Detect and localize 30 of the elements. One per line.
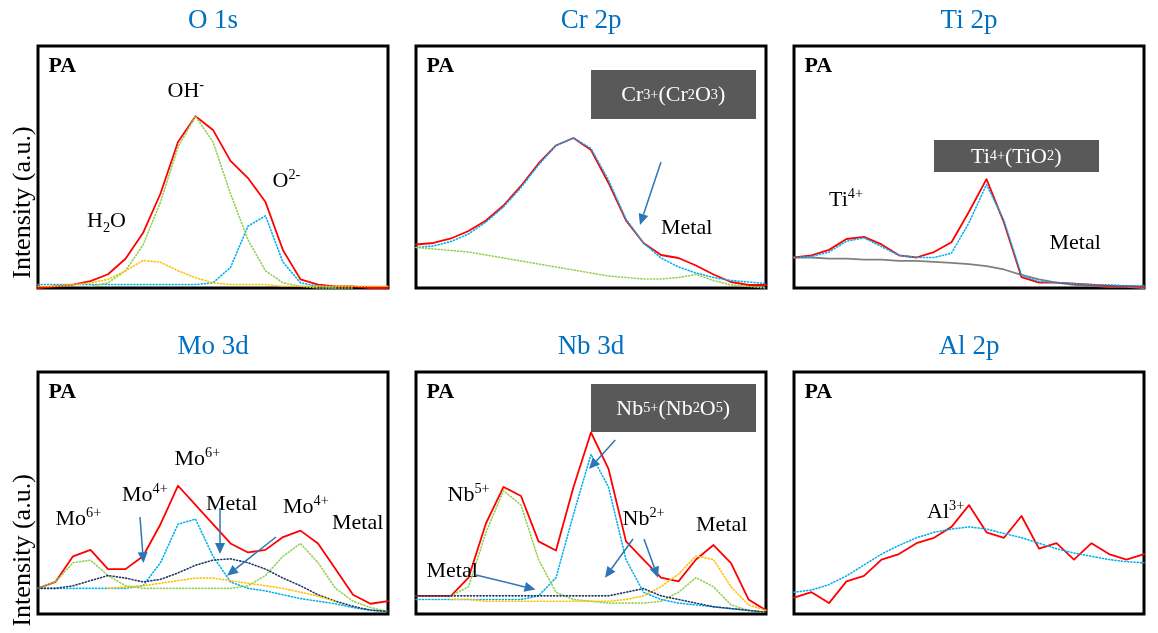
text: PA xyxy=(804,52,833,78)
chart-title: O 1s xyxy=(187,4,239,34)
annotation: Metal xyxy=(661,214,713,240)
annotation: Metal xyxy=(1049,228,1101,255)
text: PA xyxy=(804,378,833,404)
text: PA xyxy=(426,378,455,404)
annotation: Mo$^{4+}$ xyxy=(283,492,329,519)
y-axis-title: Intensity (a.u.) xyxy=(6,126,36,279)
annotation: Mo$^{4+}$ xyxy=(122,479,168,507)
annotation: Al$^{3+}$ xyxy=(927,496,965,524)
text: OH$^{-}$ xyxy=(167,76,205,103)
annotation: Metal xyxy=(332,508,384,535)
chart-title: Nb 3d xyxy=(557,330,625,360)
text: Mo$^{6+}$ xyxy=(174,443,221,471)
chart-title: Ti 2p xyxy=(940,4,998,34)
annotation: Nb$^{5+}$ xyxy=(447,479,490,507)
annotation: O$^{2-}$ xyxy=(272,166,301,193)
text: PA xyxy=(48,378,77,404)
annotation: Metal xyxy=(696,511,748,537)
text: PA xyxy=(48,52,77,78)
annotation: Mo$^{6+}$ xyxy=(55,504,102,531)
annotation: Ti$^{4+}$ xyxy=(829,185,863,212)
chart-title: Mo 3d xyxy=(177,330,250,360)
chart-title: Cr 2p xyxy=(560,4,622,34)
annotation: Metal xyxy=(206,489,258,515)
text: PA xyxy=(426,52,455,78)
chart-title: Al 2p xyxy=(938,330,1000,360)
y-axis-title: Intensity (a.u.) xyxy=(6,474,36,627)
annotation: H$_{2}$O xyxy=(87,207,126,237)
annotation: Nb$^{2+}$ xyxy=(622,504,665,531)
